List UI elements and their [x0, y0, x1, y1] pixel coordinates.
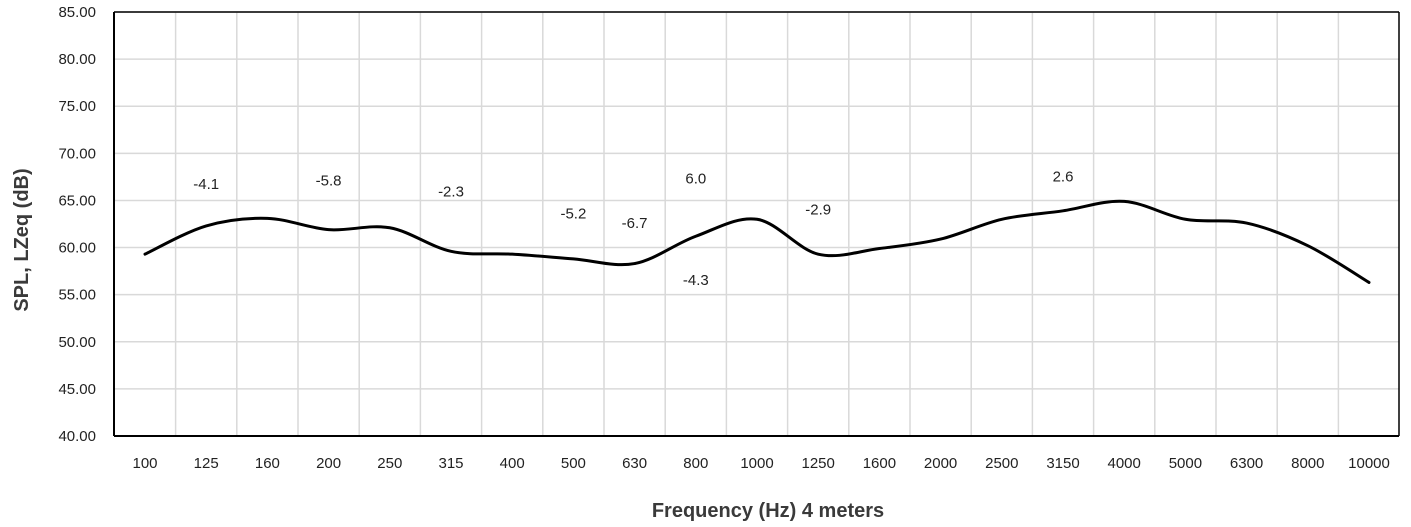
- data-label: -5.2: [560, 205, 586, 222]
- x-tick-label: 1600: [863, 455, 896, 472]
- x-tick-label: 160: [255, 455, 280, 472]
- y-tick-label: 70.00: [58, 145, 96, 162]
- x-tick-label: 10000: [1348, 455, 1390, 472]
- x-tick-label: 8000: [1291, 455, 1324, 472]
- y-tick-label: 40.00: [58, 428, 96, 445]
- x-tick-label: 5000: [1169, 455, 1202, 472]
- x-tick-label: 125: [194, 455, 219, 472]
- x-tick-label: 250: [377, 455, 402, 472]
- x-tick-label: 3150: [1046, 455, 1079, 472]
- data-label: 6.0: [685, 170, 706, 187]
- y-axis-ticks: 40.00 45.00 50.00 55.00 60.00 65.00 70.00 75.00…: [58, 4, 96, 445]
- x-tick-label: 2500: [985, 455, 1018, 472]
- series-line: [143, 199, 1371, 284]
- axes: [113, 11, 1400, 437]
- x-tick-label: 1250: [802, 455, 835, 472]
- x-tick-label: 630: [622, 455, 647, 472]
- data-label: -5.8: [316, 172, 342, 189]
- data-label: 2.6: [1053, 169, 1074, 186]
- x-tick-label: 2000: [924, 455, 957, 472]
- x-tick-label: 6300: [1230, 455, 1263, 472]
- y-tick-label: 65.00: [58, 192, 96, 209]
- y-tick-label: 75.00: [58, 98, 96, 115]
- x-tick-label: 500: [561, 455, 586, 472]
- y-tick-label: 60.00: [58, 240, 96, 257]
- y-tick-label: 55.00: [58, 287, 96, 304]
- x-tick-label: 400: [500, 455, 525, 472]
- x-tick-label: 800: [683, 455, 708, 472]
- data-label: -4.1: [193, 176, 219, 193]
- data-label: -2.3: [438, 184, 464, 201]
- x-tick-label: 100: [132, 455, 157, 472]
- x-tick-label: 4000: [1108, 455, 1141, 472]
- y-tick-label: 80.00: [58, 51, 96, 68]
- x-axis-title: Frequency (Hz) 4 meters: [652, 500, 884, 522]
- gridlines: [114, 11, 1399, 436]
- x-tick-label: 315: [438, 455, 463, 472]
- data-label: -4.3: [683, 272, 709, 289]
- y-tick-label: 45.00: [58, 381, 96, 398]
- x-tick-label: 1000: [740, 455, 773, 472]
- data-label: -6.7: [622, 215, 648, 232]
- data-series: [143, 199, 1371, 284]
- y-tick-label: 50.00: [58, 334, 96, 351]
- y-tick-label: 85.00: [58, 4, 96, 21]
- x-axis-ticks: 100 125 160 200 250 315 400 500 630 800 1000 1250 16…: [132, 455, 1389, 472]
- x-tick-label: 200: [316, 455, 341, 472]
- y-axis-title: SPL, LZeq (dB): [11, 168, 33, 311]
- data-labels: -4.1 -5.8 -2.3 -5.2 -6.7 -4.3 6.0 -2.9 2.6: [193, 169, 1073, 290]
- data-label: -2.9: [805, 202, 831, 219]
